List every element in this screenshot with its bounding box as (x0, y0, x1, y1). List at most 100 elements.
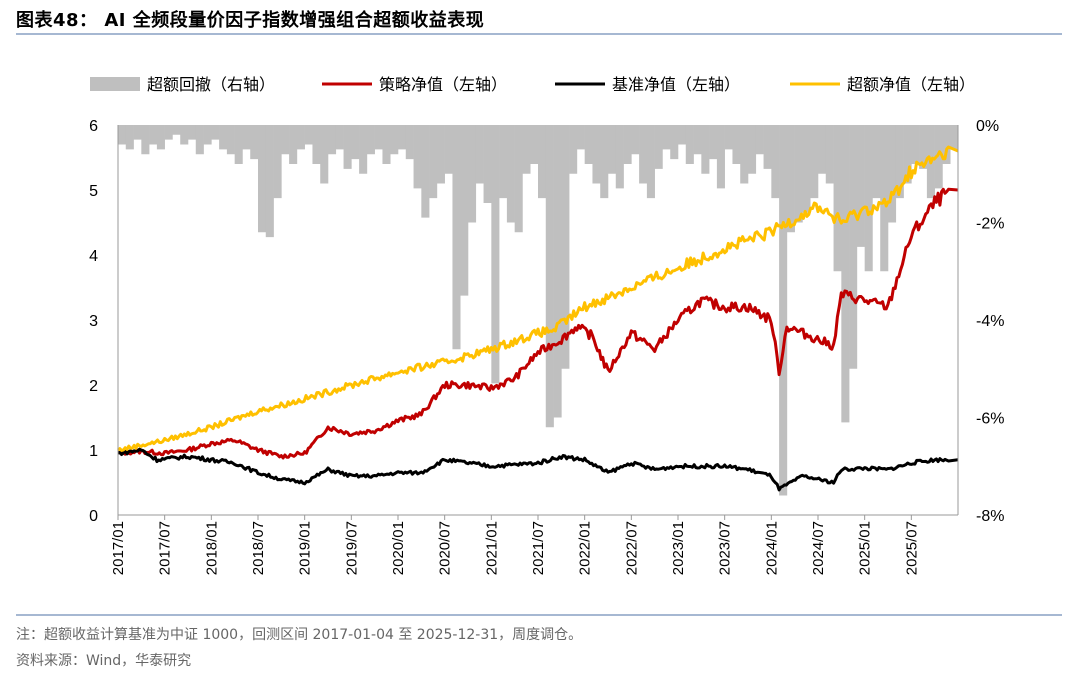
drawdown-bar (794, 125, 803, 223)
drawdown-bar (911, 125, 920, 164)
drawdown-bar (709, 125, 718, 160)
x-tick-label: 2019/07 (343, 521, 360, 575)
left-y-tick-label: 6 (89, 118, 98, 135)
legend-label: 策略净值（左轴） (379, 76, 507, 94)
x-tick-label: 2023/07 (717, 521, 734, 575)
drawdown-bar (188, 125, 197, 140)
left-y-tick-label: 3 (89, 313, 98, 330)
drawdown-bar (903, 125, 912, 184)
drawdown-bar (592, 125, 601, 184)
x-tick-label: 2020/07 (437, 521, 454, 575)
footnote: 注：超额收益计算基准为中证 1000，回测区间 2017-01-04 至 202… (16, 627, 583, 643)
drawdown-bar (452, 125, 461, 350)
x-tick-label: 2021/01 (483, 521, 500, 575)
drawdown-bar (258, 125, 267, 233)
drawdown-bar (545, 125, 554, 428)
drawdown-bar (506, 125, 515, 223)
drawdown-bar (141, 125, 150, 155)
drawdown-bar (771, 125, 780, 199)
drawdown-bar (802, 125, 811, 213)
drawdown-bar (273, 125, 282, 199)
drawdown-bar (444, 125, 453, 174)
left-y-tick-label: 0 (89, 508, 98, 525)
drawdown-bar (576, 125, 585, 150)
drawdown-bar (849, 125, 858, 369)
drawdown-bar (779, 125, 788, 496)
drawdown-bar (203, 125, 212, 145)
drawdown-bar (732, 125, 741, 164)
drawdown-bar (156, 125, 165, 150)
drawdown-bar (164, 125, 173, 140)
drawdown-bar (468, 125, 477, 223)
x-tick-label: 2019/01 (297, 521, 314, 575)
drawdown-bar (662, 125, 671, 150)
x-tick-label: 2023/01 (670, 521, 687, 575)
drawdown-bar (569, 125, 578, 174)
drawdown-bar (398, 125, 407, 150)
drawdown-bar (646, 125, 655, 199)
drawdown-bar (553, 125, 562, 418)
drawdown-bar (825, 125, 834, 184)
drawdown-bar (351, 125, 360, 160)
drawdown-bar (483, 125, 492, 203)
legend-swatch-drawdown (90, 77, 140, 91)
drawdown-bar (304, 125, 313, 145)
left-y-tick-label: 4 (89, 248, 98, 265)
x-tick-label: 2018/01 (203, 521, 220, 575)
drawdown-bar (818, 125, 827, 174)
drawdown-bar (296, 125, 305, 150)
drawdown-bar (530, 125, 539, 164)
drawdown-bar (748, 125, 757, 174)
x-tick-label: 2017/01 (110, 521, 127, 575)
figure-title: 图表48： AI 全频段量价因子指数增强组合超额收益表现 (16, 10, 485, 31)
drawdown-bar (421, 125, 430, 218)
drawdown-bar (149, 125, 158, 145)
drawdown-bar (670, 125, 679, 160)
drawdown-bar (312, 125, 321, 164)
drawdown-bar (701, 125, 710, 174)
source-note: 资料来源：Wind，华泰研究 (16, 653, 192, 669)
legend-label: 超额回撤（右轴） (147, 76, 275, 94)
drawdown-bar (405, 125, 414, 160)
drawdown-bar (211, 125, 220, 140)
drawdown-bar (366, 125, 375, 155)
drawdown-bar (654, 125, 663, 169)
right-y-tick-label: -2% (976, 216, 1004, 233)
drawdown-bar (538, 125, 547, 199)
right-y-tick-label: -4% (976, 313, 1004, 330)
drawdown-bar (335, 125, 344, 150)
drawdown-bar (429, 125, 438, 199)
drawdown-bar (195, 125, 204, 155)
legend-label: 基准净值（左轴） (612, 76, 740, 94)
x-tick-label: 2025/01 (857, 521, 874, 575)
drawdown-bar (390, 125, 399, 155)
x-tick-label: 2017/07 (157, 521, 174, 575)
drawdown-bar (491, 125, 500, 384)
drawdown-bar (693, 125, 702, 155)
drawdown-bar (281, 125, 290, 155)
drawdown-bar (833, 125, 842, 272)
drawdown-bar (856, 125, 865, 247)
drawdown-bar (755, 125, 764, 155)
drawdown-bar (475, 125, 484, 184)
left-y-tick-label: 1 (89, 443, 98, 460)
series-line-strategy (117, 187, 959, 460)
title-divider (16, 33, 1062, 35)
drawdown-bar (172, 125, 181, 135)
drawdown-bar (514, 125, 523, 233)
x-tick-label: 2021/07 (530, 521, 547, 575)
drawdown-bar (561, 125, 570, 369)
drawdown-bar (942, 125, 951, 164)
x-tick-label: 2024/07 (810, 521, 827, 575)
drawdown-bar (219, 125, 228, 150)
drawdown-bar (374, 125, 383, 150)
drawdown-bar (810, 125, 819, 199)
drawdown-bar (639, 125, 648, 184)
drawdown-bar (950, 125, 959, 150)
left-y-tick-label: 2 (89, 378, 98, 395)
drawdown-bar (934, 125, 943, 189)
drawdown-bar (382, 125, 391, 164)
drawdown-bar (740, 125, 749, 184)
